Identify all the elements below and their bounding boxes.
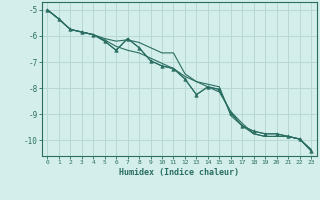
X-axis label: Humidex (Indice chaleur): Humidex (Indice chaleur)	[119, 168, 239, 177]
